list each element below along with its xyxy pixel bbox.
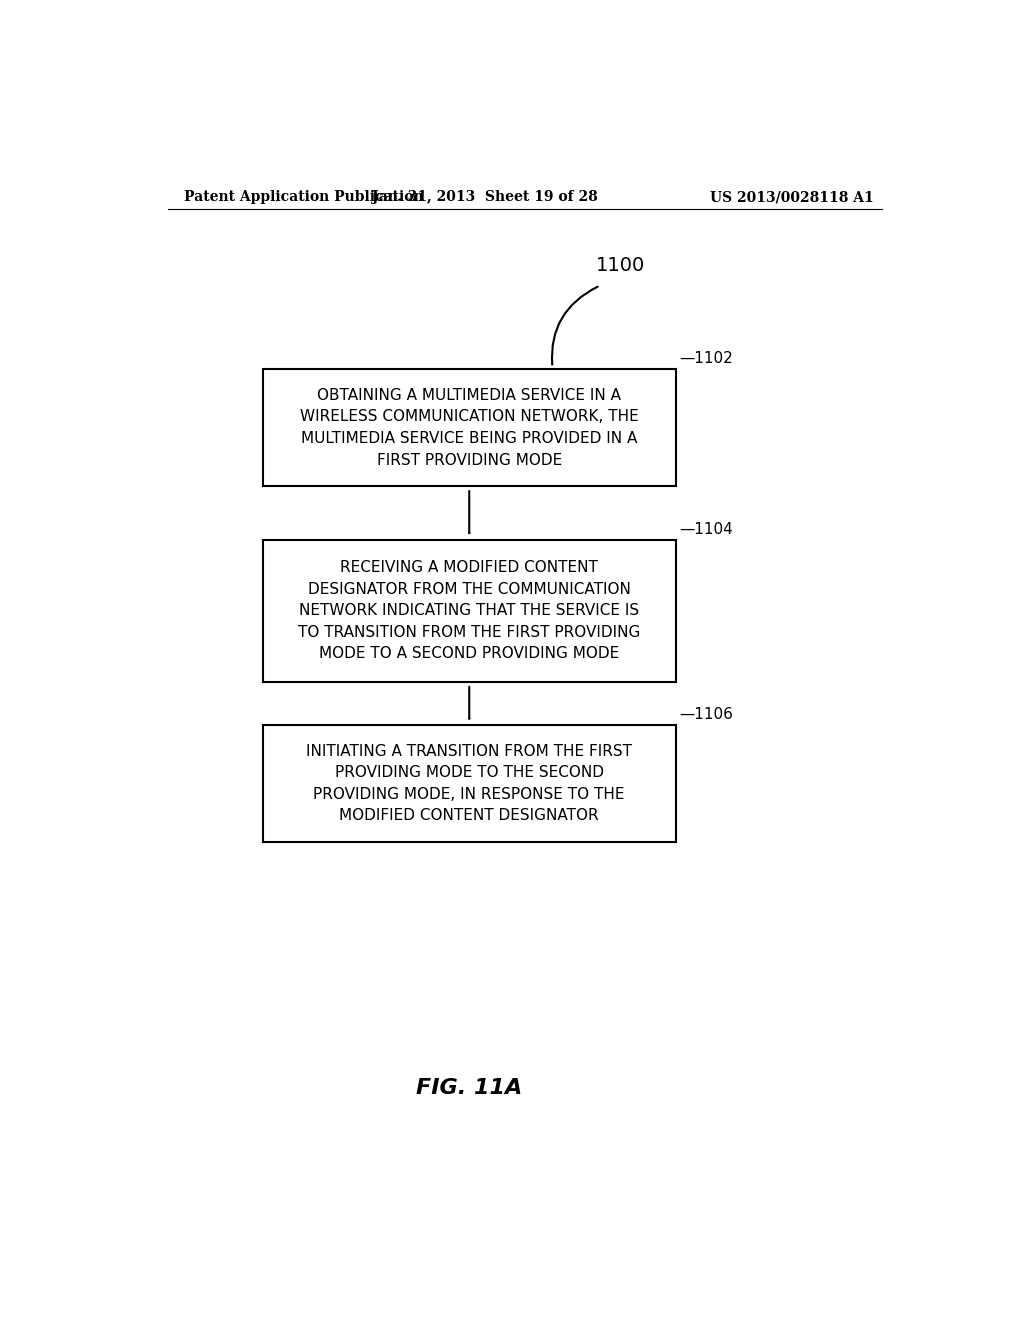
FancyArrowPatch shape xyxy=(552,286,598,364)
FancyBboxPatch shape xyxy=(263,540,676,682)
Text: Jan. 31, 2013  Sheet 19 of 28: Jan. 31, 2013 Sheet 19 of 28 xyxy=(373,190,598,205)
Text: Patent Application Publication: Patent Application Publication xyxy=(183,190,423,205)
Text: FIG. 11A: FIG. 11A xyxy=(416,1078,522,1098)
Text: RECEIVING A MODIFIED CONTENT
DESIGNATOR FROM THE COMMUNICATION
NETWORK INDICATIN: RECEIVING A MODIFIED CONTENT DESIGNATOR … xyxy=(298,560,640,661)
Text: US 2013/0028118 A1: US 2013/0028118 A1 xyxy=(711,190,873,205)
Text: OBTAINING A MULTIMEDIA SERVICE IN A
WIRELESS COMMUNICATION NETWORK, THE
MULTIMED: OBTAINING A MULTIMEDIA SERVICE IN A WIRE… xyxy=(300,388,639,467)
Text: INITIATING A TRANSITION FROM THE FIRST
PROVIDING MODE TO THE SECOND
PROVIDING MO: INITIATING A TRANSITION FROM THE FIRST P… xyxy=(306,743,632,824)
Text: —1104: —1104 xyxy=(680,521,733,536)
FancyBboxPatch shape xyxy=(263,370,676,486)
Text: 1100: 1100 xyxy=(595,256,645,275)
Text: —1102: —1102 xyxy=(680,351,733,366)
FancyBboxPatch shape xyxy=(263,725,676,842)
Text: —1106: —1106 xyxy=(680,708,733,722)
